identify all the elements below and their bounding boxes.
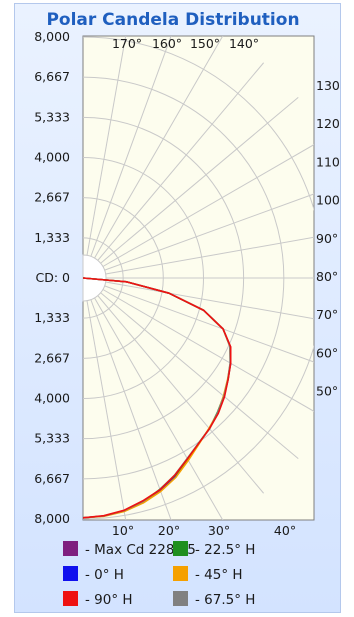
radial-tick-top: 4,000 <box>34 150 70 165</box>
angle-label-top: 170° <box>112 36 142 51</box>
radial-tick-top: 2,667 <box>34 190 70 205</box>
angle-label-top: 160° <box>152 36 182 51</box>
legend: - Max Cd 2282.5- 22.5° H - 0° H - 45° H - 9… <box>63 541 255 608</box>
angle-label-right: 130° <box>316 78 341 93</box>
angle-label-right: 120° <box>316 116 341 131</box>
chart-title: Polar Candela Distribution <box>46 10 299 30</box>
angle-label-top: 140° <box>229 36 259 51</box>
series-line-90-h <box>83 277 232 519</box>
grid-spoke <box>104 193 314 271</box>
legend-label: - 45° H <box>195 567 243 583</box>
grid-spoke <box>97 62 265 261</box>
grid-spoke <box>94 36 224 259</box>
radial-tick-bottom: 5,333 <box>34 431 70 446</box>
radial-tick-top: 6,667 <box>34 69 70 84</box>
legend-swatch <box>63 541 78 556</box>
legend-label: - 0° H <box>85 567 124 583</box>
legend-label: - Max Cd 2282.5 <box>85 542 196 558</box>
angle-label-right: 60° <box>316 345 338 360</box>
polar-candela-chart: Polar Candela Distribution 8,000 6,667 5,3… <box>34 10 341 608</box>
radial-tick-top: 1,333 <box>34 230 70 245</box>
grid-spoke <box>97 295 265 494</box>
radial-tick-bottom: 6,667 <box>34 471 70 486</box>
angle-label-right: 110° <box>316 154 341 169</box>
radial-tick-bottom: 2,667 <box>34 350 70 365</box>
radial-tick-bottom: 8,000 <box>34 511 70 526</box>
grid-ring <box>83 36 314 520</box>
legend-label: - 22.5° H <box>195 542 255 558</box>
angle-label-bottom: 10° <box>112 523 134 538</box>
angle-label-right: 50° <box>316 384 338 399</box>
legend-swatch <box>173 541 188 556</box>
axis-labels: 8,000 6,667 5,333 4,000 2,667 1,333 CD: 0 1,333… <box>34 29 341 538</box>
polar-grid <box>83 36 314 520</box>
grid-spoke <box>102 144 314 267</box>
chart-panel: Polar Candela Distribution 8,000 6,667 5,3… <box>14 3 341 613</box>
grid-spoke <box>100 292 299 460</box>
angle-label-right: 100° <box>316 193 341 208</box>
angle-label-bottom: 20° <box>158 523 180 538</box>
angle-label-top: 150° <box>190 36 220 51</box>
grid-spoke <box>86 300 127 520</box>
legend-swatch <box>63 591 78 606</box>
grid-spoke <box>105 281 314 320</box>
grid-spoke <box>90 299 172 520</box>
legend-swatch <box>63 566 78 581</box>
angle-label-right: 80° <box>316 269 338 284</box>
legend-swatch <box>173 591 188 606</box>
radial-tick-top: 8,000 <box>34 29 70 44</box>
angle-label-bottom: 30° <box>208 523 230 538</box>
grid-spoke <box>90 36 172 257</box>
angle-label-right: 90° <box>316 231 338 246</box>
candela-curves <box>83 277 232 519</box>
grid-spoke <box>105 236 314 275</box>
grid-spoke <box>94 297 224 520</box>
radial-tick-bottom: 4,000 <box>34 391 70 406</box>
radial-tick-bottom: 1,333 <box>34 310 70 325</box>
angle-label-right: 70° <box>316 307 338 322</box>
grid-spoke <box>100 96 299 264</box>
legend-label: - 90° H <box>85 592 133 608</box>
center-label: CD: 0 <box>36 270 71 285</box>
grid-spoke <box>104 285 314 363</box>
grid-spoke <box>86 36 127 256</box>
legend-label: - 67.5° H <box>195 592 255 608</box>
legend-swatch <box>173 566 188 581</box>
radial-tick-top: 5,333 <box>34 109 70 124</box>
angle-label-bottom: 40° <box>274 523 296 538</box>
grid-spoke <box>102 289 314 412</box>
